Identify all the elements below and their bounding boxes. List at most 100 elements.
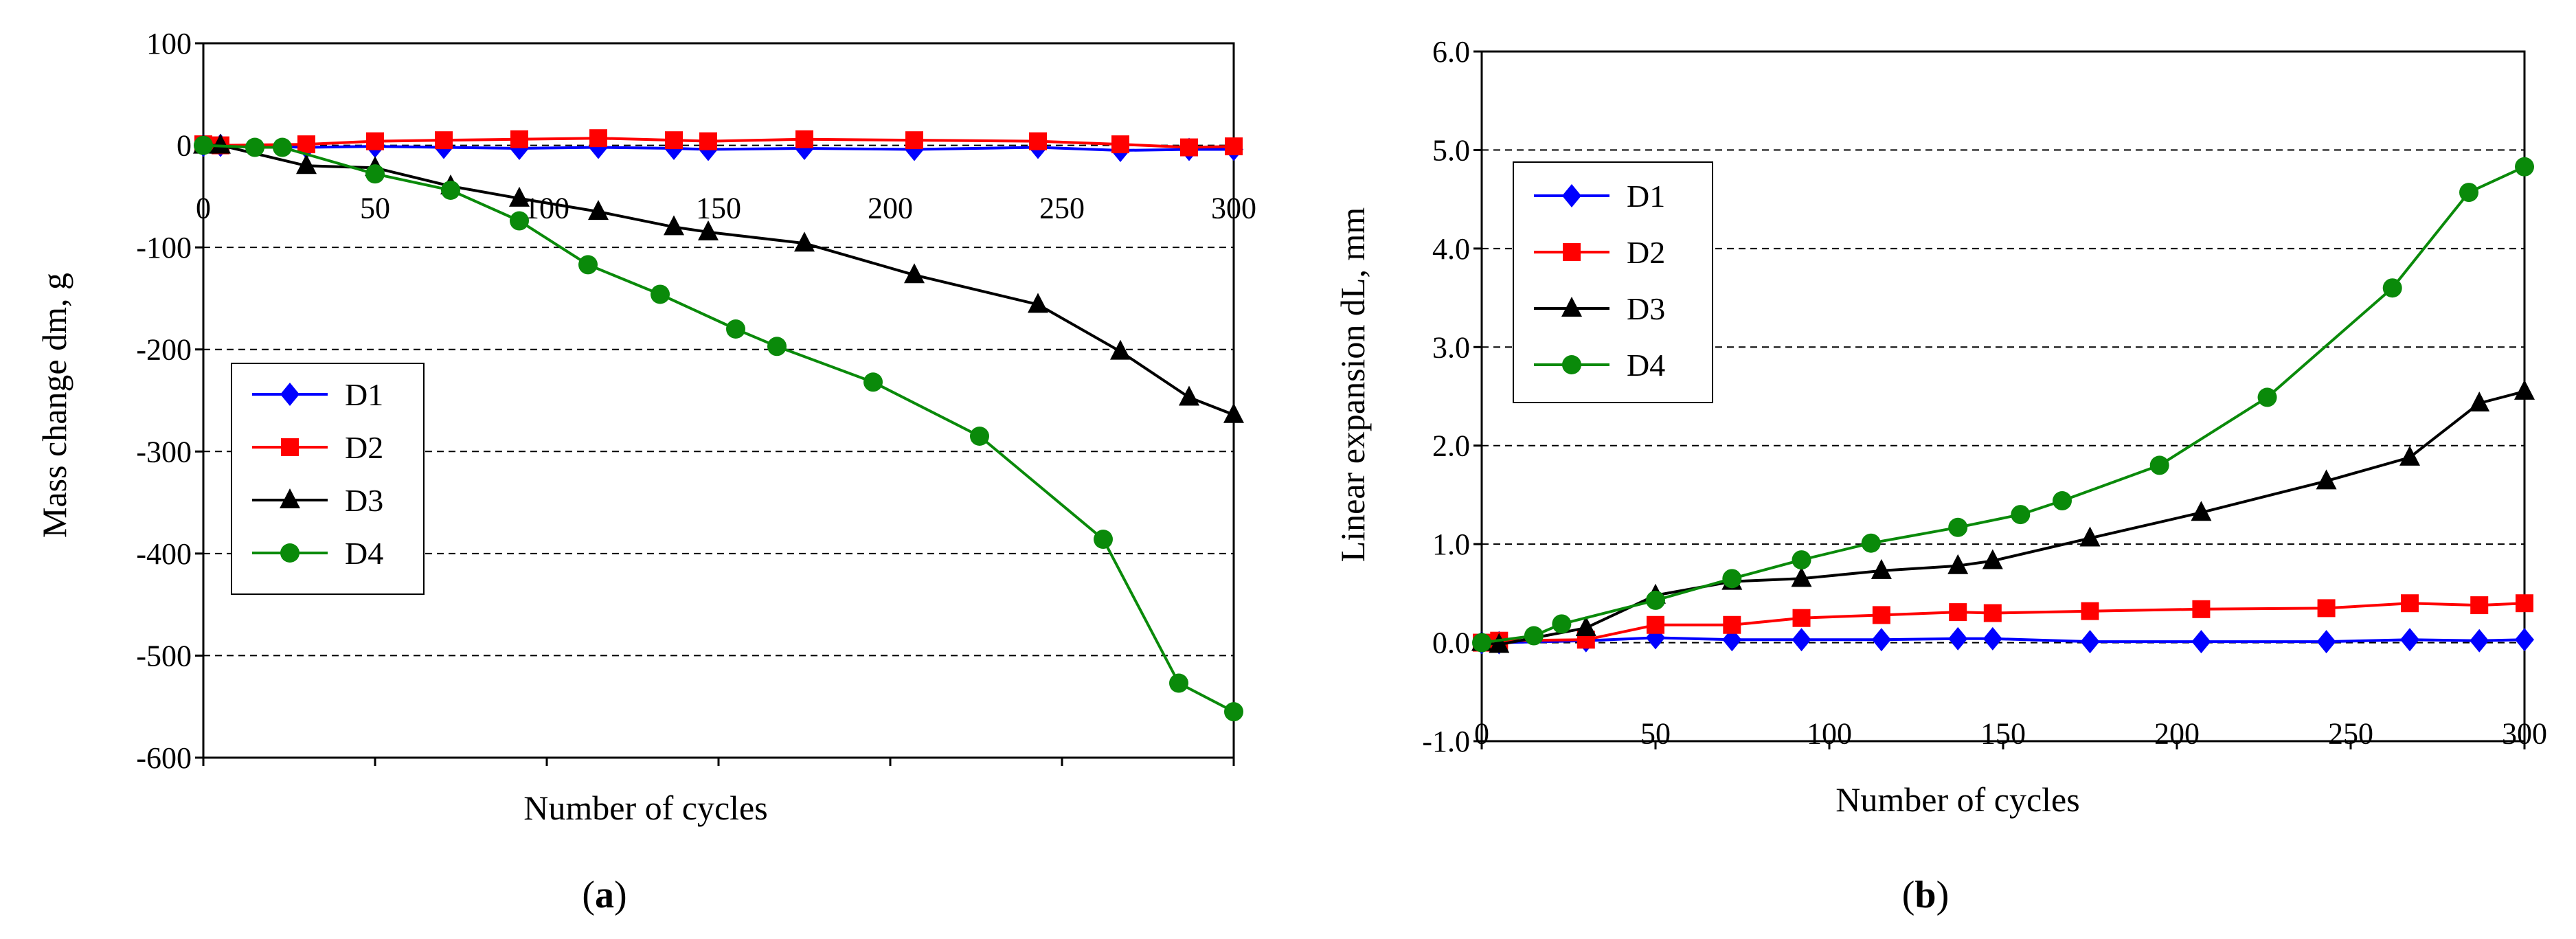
data-point-d4 <box>726 319 745 339</box>
legend-a: D1 D2 D3 D4 <box>231 363 425 595</box>
data-point-d2 <box>1111 135 1129 154</box>
y-tick-label: -100 <box>136 231 192 264</box>
data-point-d2 <box>1647 615 1664 634</box>
data-point-d4 <box>194 135 213 155</box>
data-point-d2 <box>2081 602 2099 620</box>
data-point-d2 <box>589 129 607 148</box>
data-point-d4 <box>1524 626 1544 646</box>
data-point-d3 <box>1947 554 1969 574</box>
data-point-d2 <box>435 131 453 150</box>
data-point-d2 <box>2470 596 2489 615</box>
data-point-d4 <box>2149 455 2169 475</box>
y-tick-label: 5.0 <box>1432 133 1470 167</box>
data-point-d4 <box>1792 550 1811 570</box>
data-point-d4 <box>1948 517 1968 537</box>
y-tick-label: -500 <box>136 639 192 672</box>
data-point-d2 <box>1225 137 1243 156</box>
caption-letter-a: a <box>595 874 614 916</box>
data-point-d2 <box>699 132 717 150</box>
legend-marker-d2 <box>1563 243 1581 261</box>
data-point-d3 <box>1575 616 1596 637</box>
legend-label-d2: D2 <box>345 430 383 465</box>
x-tick-label: 0 <box>196 192 211 225</box>
data-point-d3 <box>1489 633 1510 653</box>
legend-marker-d1 <box>280 383 300 406</box>
data-point-d4 <box>273 137 292 157</box>
y-tick-label: -600 <box>136 741 192 775</box>
data-point-d3 <box>2316 469 2337 490</box>
legend-marker-d4 <box>1562 355 1581 374</box>
chart-panel-b: 6.0 5.0 4.0 3.0 2.0 1.0 0.0 -1.0 0 50 100 150 200 250… <box>1333 35 2547 916</box>
y-tick-label: 4.0 <box>1432 232 1470 266</box>
data-point-d3 <box>588 200 609 220</box>
legend-marker-d3 <box>280 488 300 508</box>
legend-label-d3: D3 <box>1627 291 1665 326</box>
data-point-d4 <box>1646 590 1665 610</box>
data-point-d4 <box>1472 633 1491 653</box>
caption-open-a: ( <box>582 874 595 916</box>
data-point-d3 <box>794 231 815 252</box>
data-point-d1 <box>1948 626 1968 650</box>
data-point-d2 <box>665 131 683 150</box>
data-point-d2 <box>795 130 813 148</box>
data-point-d2 <box>1180 138 1198 157</box>
x-tick-label: 250 <box>1039 192 1085 225</box>
y-tick-label: 100 <box>146 27 192 60</box>
data-point-d2 <box>510 130 528 148</box>
data-point-d3 <box>2079 526 2101 547</box>
y-tick-label: -200 <box>136 333 192 367</box>
data-point-d1 <box>2515 628 2534 652</box>
data-point-d1 <box>1722 628 1742 652</box>
y-tick-label: 0 <box>177 129 192 163</box>
data-point-d1 <box>2470 629 2489 653</box>
data-point-d1 <box>2080 630 2100 654</box>
data-point-d2 <box>1723 615 1741 634</box>
legend-label-d4: D4 <box>345 536 383 571</box>
y-tick-label: 1.0 <box>1432 528 1470 561</box>
y-tick-label: 6.0 <box>1432 35 1470 69</box>
legend-box <box>231 363 425 595</box>
data-point-d1 <box>2316 630 2336 654</box>
x-tick-label: 300 <box>1211 192 1256 225</box>
x-tick-label: 300 <box>2502 717 2547 751</box>
data-point-d3 <box>509 186 530 207</box>
x-axis-label-b: Number of cycles <box>1835 780 2079 819</box>
x-tick-label: 50 <box>1640 717 1671 751</box>
legend-label-d1: D1 <box>1627 179 1665 214</box>
data-point-d2 <box>2516 594 2533 613</box>
data-point-d4 <box>1169 673 1188 693</box>
data-point-d1 <box>1871 628 1891 652</box>
series-b <box>1471 157 2535 655</box>
grid-b <box>1482 149 2524 644</box>
x-tick-label: 250 <box>2328 717 2373 751</box>
x-tick-label: 100 <box>524 192 569 225</box>
data-point-d4 <box>1552 614 1572 634</box>
data-point-d2 <box>2317 599 2336 618</box>
data-point-d4 <box>510 211 529 231</box>
data-point-d4 <box>2459 183 2479 203</box>
x-axis-label-a: Number of cycles <box>523 789 767 827</box>
data-point-d3 <box>2399 445 2421 466</box>
data-point-d4 <box>1094 530 1113 550</box>
grid-a <box>203 144 1234 657</box>
legend-b: D1 D2 D3 D4 <box>1513 161 1713 403</box>
data-point-d3 <box>904 263 925 284</box>
y-tick-label: 3.0 <box>1432 330 1470 364</box>
x-tick-label: 150 <box>1980 717 2026 751</box>
data-point-d2 <box>1872 606 1890 624</box>
data-point-d2 <box>905 131 923 150</box>
data-point-d1 <box>1792 628 1811 652</box>
data-point-d4 <box>2011 505 2031 525</box>
data-point-d2 <box>2401 594 2419 613</box>
legend-marker-d1 <box>1562 184 1581 207</box>
ticks-b: 6.0 5.0 4.0 3.0 2.0 1.0 0.0 -1.0 0 50 100 150 200 250… <box>1422 35 2547 758</box>
data-point-d3 <box>1028 293 1048 313</box>
x-tick-label: 200 <box>868 192 913 225</box>
data-point-d3 <box>296 154 317 174</box>
legend-marker-d3 <box>1561 297 1582 317</box>
data-point-d4 <box>2257 387 2277 407</box>
data-point-d4 <box>2515 157 2534 177</box>
